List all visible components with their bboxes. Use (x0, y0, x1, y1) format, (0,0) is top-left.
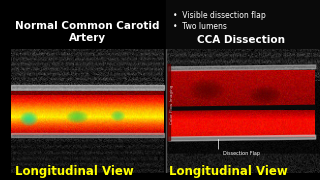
Text: Longitudinal View: Longitudinal View (15, 165, 134, 178)
Text: •  Two lumens: • Two lumens (173, 22, 227, 32)
Text: •  Visible dissection flap: • Visible dissection flap (173, 11, 266, 20)
Text: Longitudinal View: Longitudinal View (169, 165, 288, 178)
Text: Normal Common Carotid
Artery: Normal Common Carotid Artery (15, 21, 160, 42)
Text: Color Flow Imaging: Color Flow Imaging (170, 84, 174, 124)
Text: Dissection Flap: Dissection Flap (223, 151, 260, 156)
Text: CCA Dissection: CCA Dissection (197, 35, 285, 45)
